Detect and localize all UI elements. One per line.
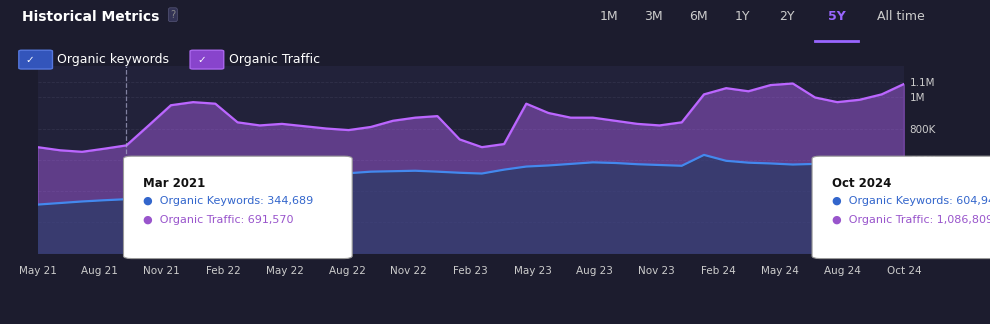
- Text: All time: All time: [877, 10, 925, 23]
- Text: May 23: May 23: [514, 266, 551, 276]
- Text: ?: ?: [170, 10, 175, 20]
- Text: May 22: May 22: [266, 266, 304, 276]
- Text: Feb 24: Feb 24: [701, 266, 736, 276]
- Text: Nov 22: Nov 22: [390, 266, 428, 276]
- Text: Organic Traffic: Organic Traffic: [229, 53, 320, 66]
- Text: May 21: May 21: [19, 266, 56, 276]
- Text: Aug 21: Aug 21: [81, 266, 118, 276]
- Text: 5Y: 5Y: [828, 10, 845, 23]
- Text: Feb 22: Feb 22: [206, 266, 241, 276]
- Text: Organic keywords: Organic keywords: [57, 53, 169, 66]
- Text: Oct 24: Oct 24: [887, 266, 921, 276]
- Text: ●  Organic Keywords: 604,945: ● Organic Keywords: 604,945: [832, 196, 990, 206]
- Text: ✓: ✓: [197, 55, 206, 65]
- Text: ●  Organic Traffic: 691,570: ● Organic Traffic: 691,570: [144, 215, 294, 226]
- Text: ●  Organic Traffic: 1,086,809: ● Organic Traffic: 1,086,809: [832, 215, 990, 226]
- Text: ●  Organic Keywords: 344,689: ● Organic Keywords: 344,689: [144, 196, 314, 206]
- Text: Aug 22: Aug 22: [329, 266, 365, 276]
- Text: ✓: ✓: [26, 55, 35, 65]
- Text: Mar 2021: Mar 2021: [144, 177, 206, 190]
- Text: 6M: 6M: [689, 10, 707, 23]
- Text: Nov 21: Nov 21: [143, 266, 180, 276]
- Text: Aug 24: Aug 24: [824, 266, 860, 276]
- Text: 1M: 1M: [600, 10, 618, 23]
- Text: Historical Metrics: Historical Metrics: [22, 10, 159, 24]
- Text: Nov 23: Nov 23: [638, 266, 675, 276]
- Text: Oct 2024: Oct 2024: [832, 177, 891, 190]
- Text: 1Y: 1Y: [735, 10, 750, 23]
- Text: 2Y: 2Y: [779, 10, 795, 23]
- Text: Aug 23: Aug 23: [576, 266, 613, 276]
- Text: Feb 23: Feb 23: [453, 266, 488, 276]
- Text: May 24: May 24: [761, 266, 799, 276]
- Text: 3M: 3M: [644, 10, 662, 23]
